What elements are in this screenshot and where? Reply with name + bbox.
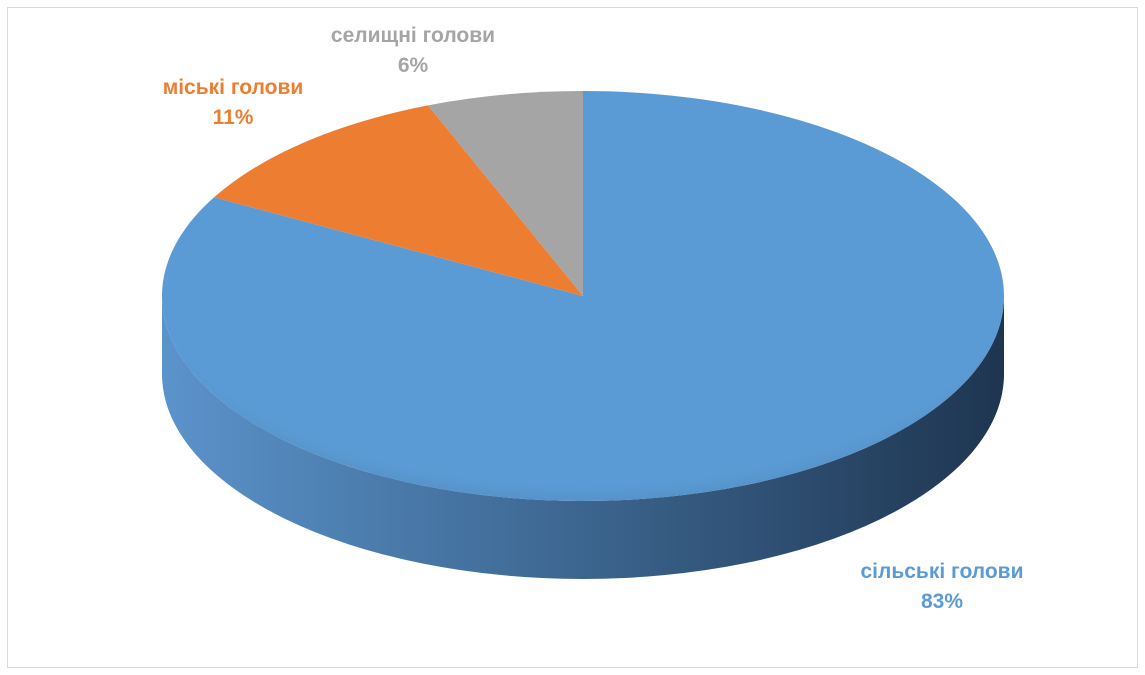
data-label-percent: 83%: [921, 590, 963, 613]
data-label-category: сільські голови: [860, 560, 1023, 583]
pie-top-rim: [162, 91, 1004, 501]
data-label-category: міські голови: [163, 76, 304, 99]
data-label-percent: 6%: [398, 54, 429, 77]
data-label-селищні-голови: селищні голови 6%: [331, 24, 495, 77]
data-label-сільські-голови: сільські голови 83%: [860, 560, 1023, 613]
data-label-міські-голови: міські голови 11%: [163, 76, 304, 129]
pie-side-wall: [162, 296, 1004, 579]
data-label-category: селищні голови: [331, 24, 495, 47]
data-label-percent: 11%: [213, 106, 254, 129]
